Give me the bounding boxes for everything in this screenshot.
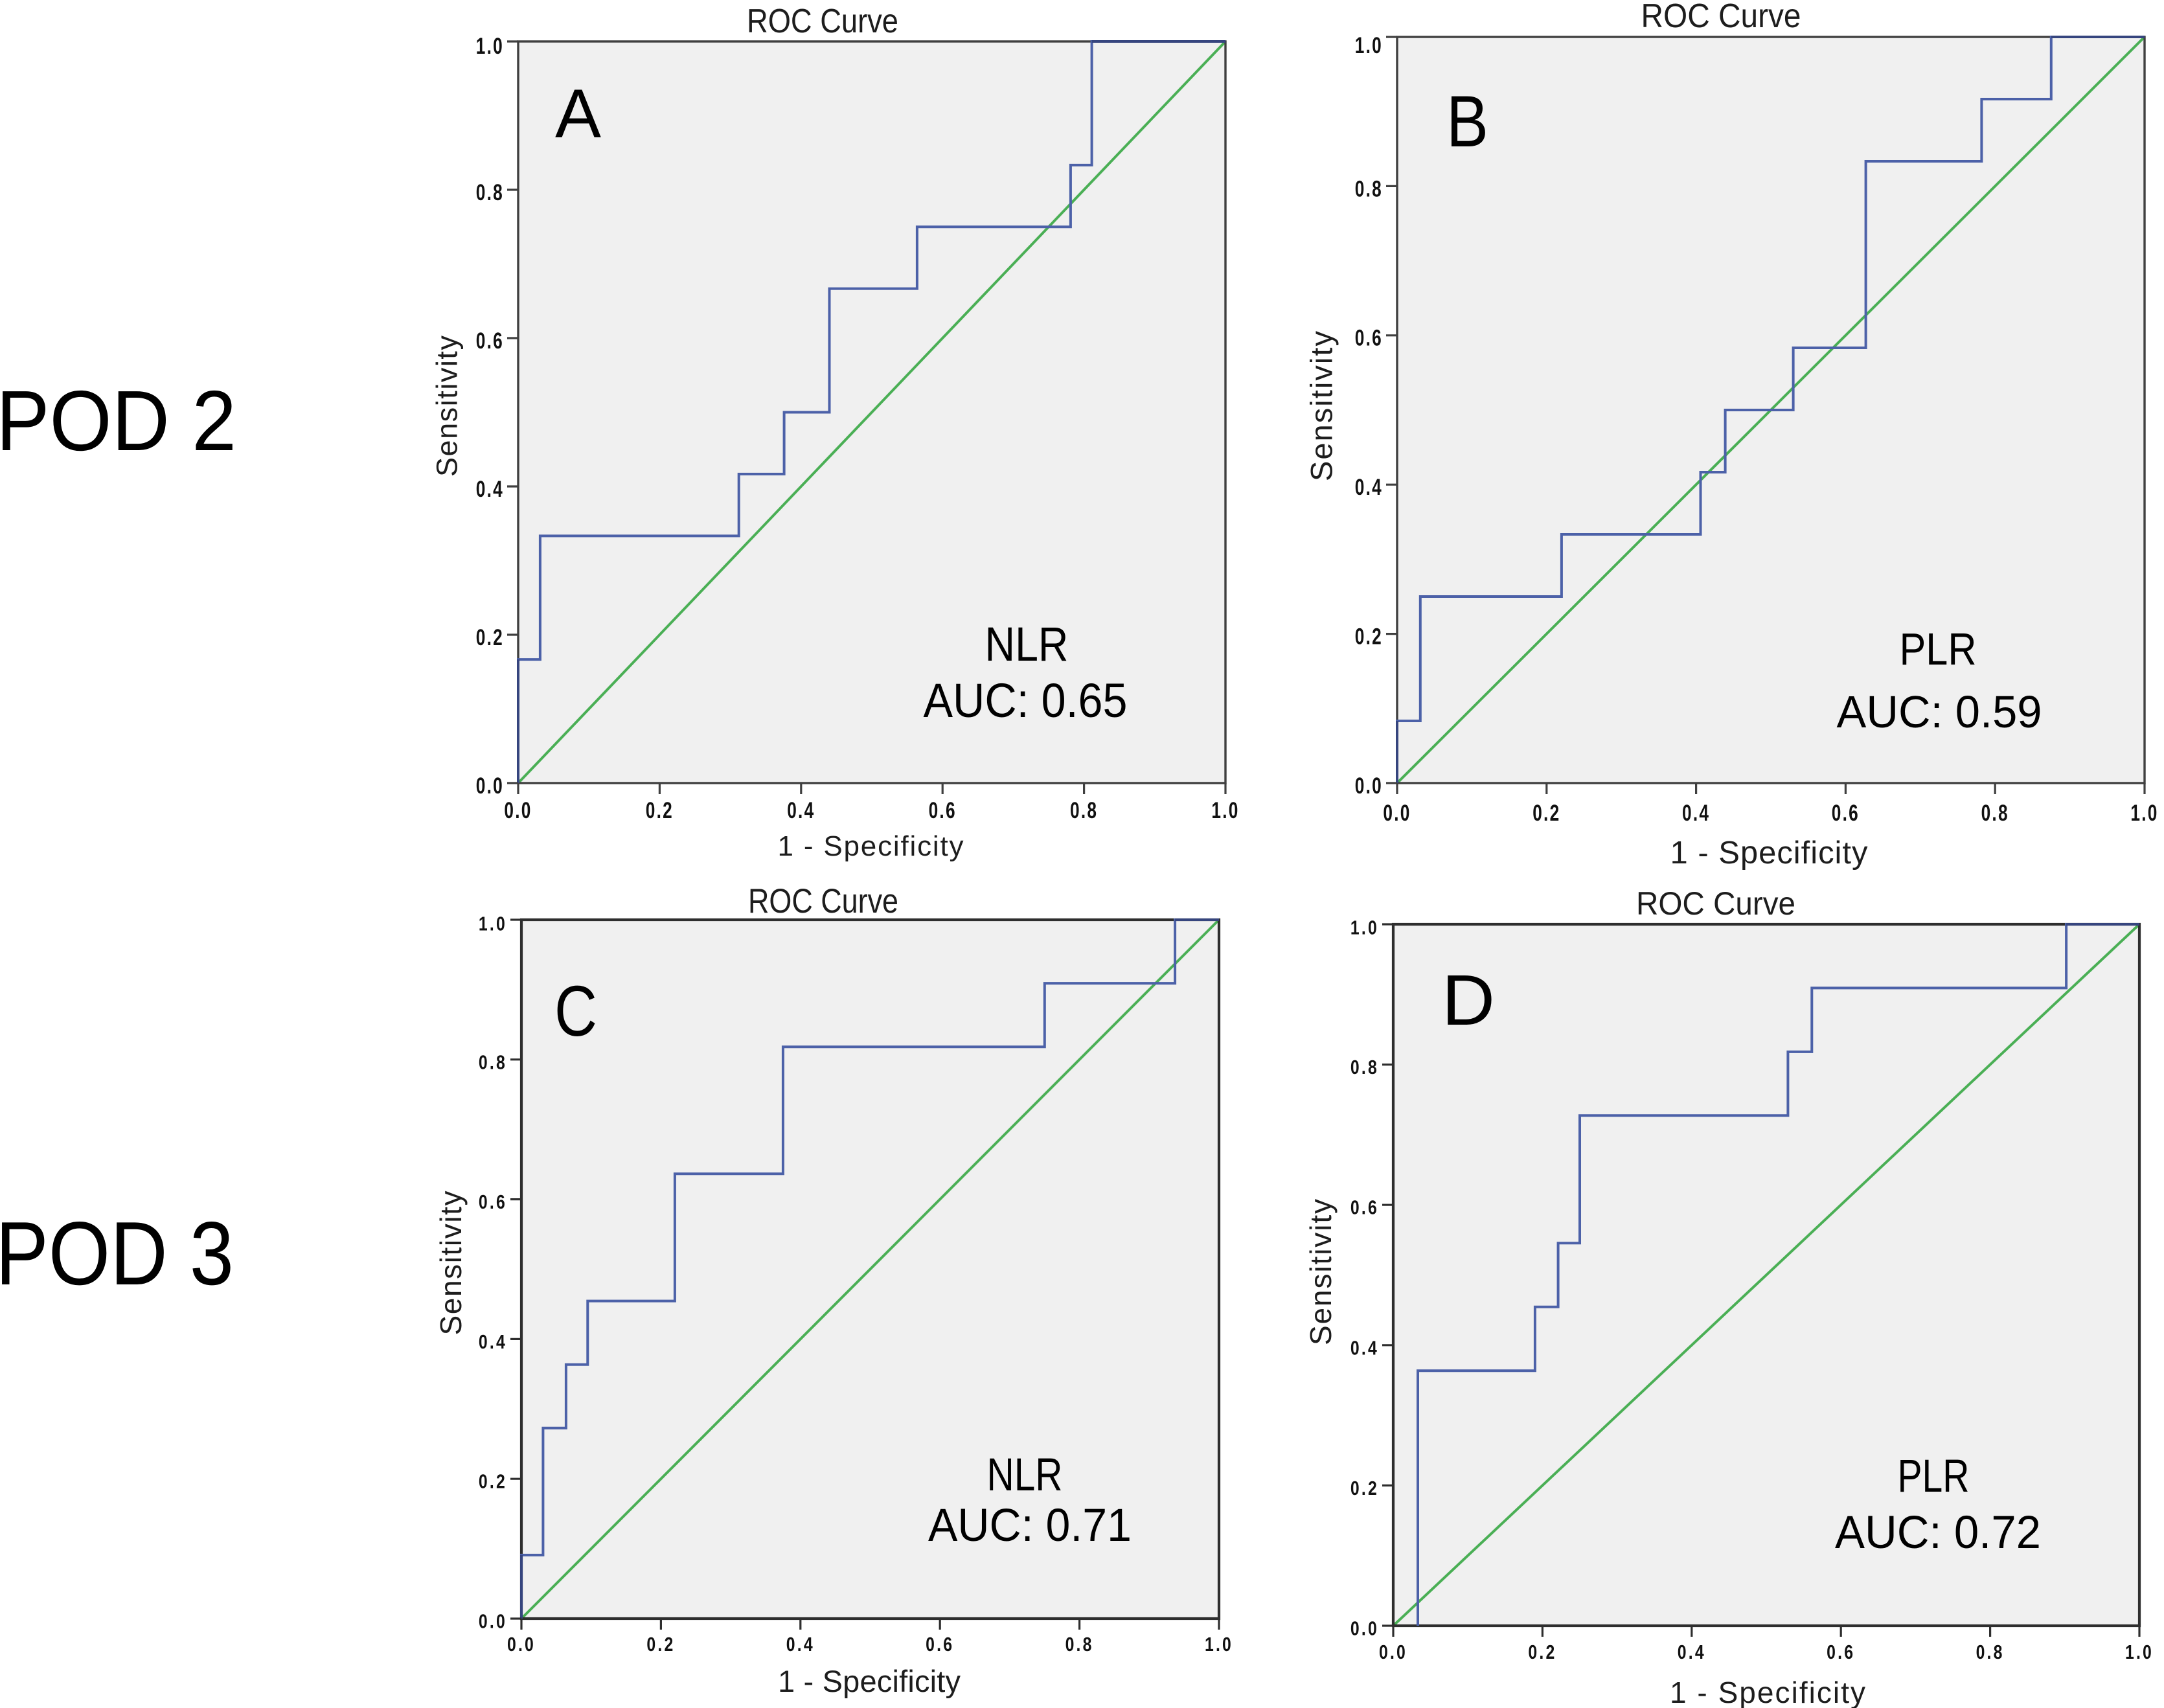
svg-text:0.6: 0.6 — [1832, 800, 1860, 826]
svg-text:0.2: 0.2 — [1355, 624, 1383, 650]
svg-text:1 - Specificity: 1 - Specificity — [1670, 836, 1869, 871]
svg-text:AUC: 0.72: AUC: 0.72 — [1835, 1507, 2041, 1558]
svg-text:0.8: 0.8 — [1350, 1056, 1379, 1078]
svg-text:1.0: 1.0 — [1211, 797, 1239, 823]
svg-text:0.6: 0.6 — [929, 797, 957, 823]
svg-text:0.0: 0.0 — [479, 1610, 507, 1632]
svg-text:0.8: 0.8 — [476, 179, 504, 205]
svg-text:ROC Curve: ROC Curve — [1636, 885, 1795, 922]
svg-text:1.0: 1.0 — [2125, 1641, 2154, 1663]
svg-text:Sensitivity: Sensitivity — [1304, 1199, 1338, 1345]
svg-text:0.8: 0.8 — [1070, 797, 1098, 823]
svg-text:1 - Specificity: 1 - Specificity — [778, 830, 964, 862]
svg-text:Sensitivity: Sensitivity — [431, 336, 464, 477]
svg-text:0.4: 0.4 — [787, 797, 815, 823]
svg-text:0.2: 0.2 — [646, 1633, 675, 1655]
svg-text:AUC: 0.71: AUC: 0.71 — [928, 1500, 1132, 1551]
svg-text:ROC Curve: ROC Curve — [747, 3, 898, 40]
svg-text:1.0: 1.0 — [1355, 32, 1383, 58]
svg-text:0.2: 0.2 — [1528, 1641, 1556, 1663]
svg-text:0.6: 0.6 — [476, 328, 504, 354]
svg-text:0.6: 0.6 — [479, 1190, 507, 1213]
svg-text:POD 2: POD 2 — [0, 373, 236, 468]
svg-text:0.0: 0.0 — [476, 773, 504, 799]
svg-text:0.4: 0.4 — [786, 1633, 815, 1655]
svg-text:Sensitivity: Sensitivity — [1304, 331, 1339, 482]
svg-text:0.2: 0.2 — [1532, 800, 1560, 826]
svg-text:0.4: 0.4 — [476, 476, 504, 502]
svg-text:0.6: 0.6 — [1355, 325, 1383, 351]
svg-text:0.4: 0.4 — [1678, 1641, 1706, 1663]
svg-text:0.0: 0.0 — [507, 1633, 536, 1655]
svg-text:1.0: 1.0 — [2130, 800, 2158, 826]
svg-text:1.0: 1.0 — [1205, 1633, 1233, 1655]
svg-text:0.6: 0.6 — [1827, 1641, 1855, 1663]
svg-text:0.2: 0.2 — [476, 624, 504, 650]
svg-text:PLR: PLR — [1898, 1451, 1970, 1502]
svg-text:0.2: 0.2 — [1350, 1477, 1379, 1499]
svg-text:0.6: 0.6 — [1350, 1196, 1379, 1218]
svg-text:0.2: 0.2 — [479, 1470, 507, 1492]
svg-text:0.6: 0.6 — [926, 1633, 954, 1655]
svg-text:PLR: PLR — [1900, 624, 1977, 674]
svg-text:A: A — [555, 74, 602, 152]
svg-text:0.8: 0.8 — [479, 1051, 507, 1073]
svg-text:0.8: 0.8 — [1981, 800, 2009, 826]
svg-text:B: B — [1446, 81, 1488, 162]
svg-text:0.4: 0.4 — [479, 1330, 507, 1352]
svg-text:POD 3: POD 3 — [0, 1203, 234, 1304]
svg-text:1 - Specificity: 1 - Specificity — [778, 1664, 961, 1698]
svg-text:0.8: 0.8 — [1065, 1633, 1094, 1655]
svg-text:1 - Specificity: 1 - Specificity — [1670, 1676, 1865, 1708]
svg-text:0.0: 0.0 — [504, 797, 532, 823]
svg-text:0.0: 0.0 — [1379, 1641, 1407, 1663]
svg-text:0.2: 0.2 — [646, 797, 674, 823]
svg-text:D: D — [1442, 961, 1495, 1040]
svg-text:0.4: 0.4 — [1682, 800, 1710, 826]
svg-text:NLR: NLR — [985, 617, 1069, 671]
svg-text:ROC Curve: ROC Curve — [1641, 0, 1801, 35]
svg-text:NLR: NLR — [987, 1450, 1063, 1501]
svg-text:1.0: 1.0 — [1350, 917, 1379, 939]
svg-text:0.0: 0.0 — [1355, 773, 1383, 799]
svg-text:1.0: 1.0 — [476, 33, 504, 59]
svg-text:0.0: 0.0 — [1383, 800, 1411, 826]
svg-text:0.8: 0.8 — [1976, 1641, 2005, 1663]
svg-text:Sensitivity: Sensitivity — [434, 1191, 468, 1336]
svg-text:0.4: 0.4 — [1355, 474, 1383, 500]
svg-text:0.0: 0.0 — [1350, 1617, 1379, 1639]
svg-text:0.4: 0.4 — [1350, 1337, 1379, 1359]
svg-text:ROC Curve: ROC Curve — [748, 882, 898, 920]
svg-text:AUC: 0.59: AUC: 0.59 — [1837, 687, 2042, 737]
svg-text:1.0: 1.0 — [479, 913, 507, 935]
svg-text:AUC: 0.65: AUC: 0.65 — [924, 674, 1128, 727]
svg-text:C: C — [554, 972, 597, 1051]
svg-text:0.8: 0.8 — [1355, 176, 1383, 202]
